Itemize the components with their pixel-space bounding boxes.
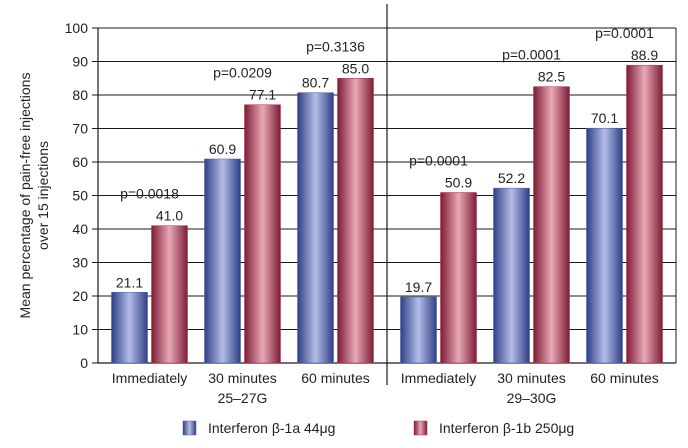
p-value-label: p=0.0209	[213, 65, 272, 81]
value-label: 60.9	[209, 141, 236, 157]
value-label: 52.2	[498, 170, 525, 186]
y-axis-title: Mean percentage of pain-free injections o…	[17, 73, 51, 319]
bar-interferon-1a	[401, 297, 437, 363]
legend-swatch	[414, 421, 427, 435]
bar-interferon-1a	[298, 93, 334, 363]
bar-interferon-1a	[205, 159, 241, 363]
y-tick-label: 100	[65, 20, 89, 36]
bar-interferon-1b	[152, 226, 188, 363]
legend-label: Interferon β-1a 44μg	[208, 420, 335, 436]
y-tick-label: 0	[80, 355, 88, 371]
x-category-label: 60 minutes	[590, 370, 658, 386]
y-tick-label: 20	[72, 288, 88, 304]
value-label: 19.7	[405, 279, 432, 295]
p-value-label: p=0.0001	[502, 47, 561, 63]
legend-label: Interferon β-1b 250μg	[439, 420, 574, 436]
x-category-label: Immediately	[112, 370, 187, 386]
bar-interferon-1a	[494, 188, 530, 363]
value-label: 80.7	[302, 75, 329, 91]
value-label: 50.9	[445, 174, 472, 190]
y-tick-label: 50	[72, 188, 88, 204]
p-value-label: p=0.0001	[595, 25, 654, 41]
y-tick-label: 70	[72, 121, 88, 137]
bar-interferon-1b	[627, 65, 663, 363]
value-label: 85.0	[342, 60, 369, 76]
value-label: 77.1	[249, 87, 276, 103]
value-label: 21.1	[116, 274, 143, 290]
bar-interferon-1b	[441, 192, 477, 363]
legend-swatch	[183, 421, 196, 435]
p-value-label: p=0.3136	[306, 38, 365, 54]
value-label: 82.5	[538, 69, 565, 85]
y-tick-label: 30	[72, 255, 88, 271]
y-tick-label: 80	[72, 87, 88, 103]
bar-interferon-1b	[534, 87, 570, 363]
x-group-label: 29–30G	[507, 390, 557, 406]
bar-interferon-1a	[587, 128, 623, 363]
y-axis-title-line: over 15 injections	[35, 141, 51, 250]
y-tick-label: 10	[72, 322, 88, 338]
value-label: 41.0	[156, 208, 183, 224]
p-value-label: p=0.0001	[409, 152, 468, 168]
value-label: 70.1	[591, 110, 618, 126]
y-tick-label: 60	[72, 154, 88, 170]
x-category-label: 30 minutes	[497, 370, 565, 386]
bar-interferon-1a	[112, 292, 148, 363]
y-tick-label: 90	[72, 54, 88, 70]
x-category-label: Immediately	[401, 370, 476, 386]
y-axis-title-line: Mean percentage of pain-free injections	[17, 73, 33, 319]
x-category-label: 30 minutes	[208, 370, 276, 386]
value-label: 88.9	[631, 47, 658, 63]
legend: Interferon β-1a 44μg Interferon β-1b 250μ…	[183, 420, 574, 436]
p-value-label: p=0.0018	[120, 186, 179, 202]
bar-interferon-1b	[245, 105, 281, 363]
x-group-label: 25–27G	[218, 390, 268, 406]
y-tick-label: 40	[72, 221, 88, 237]
x-category-label: 60 minutes	[301, 370, 369, 386]
bar-interferon-1b	[338, 78, 374, 363]
